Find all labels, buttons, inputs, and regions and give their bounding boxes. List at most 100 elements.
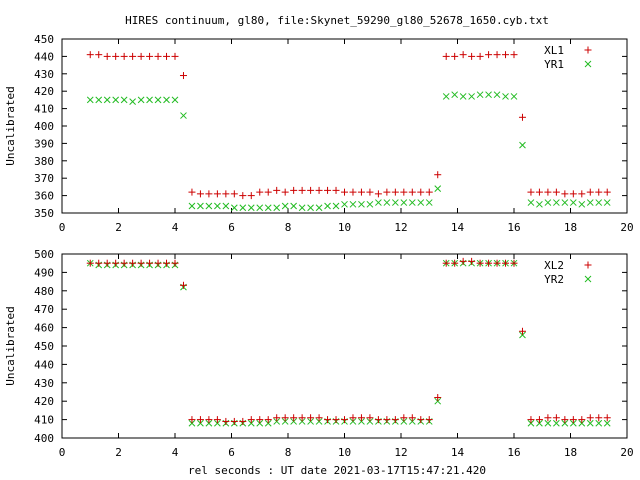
data-point: [324, 416, 332, 424]
y-tick-label: 400: [34, 432, 54, 445]
x-tick-label: 8: [285, 446, 292, 459]
data-point: [315, 186, 323, 194]
data-point: [493, 259, 501, 267]
data-point: [578, 419, 586, 427]
x-tick-label: 20: [620, 221, 633, 234]
data-point: [247, 192, 255, 200]
data-point: [230, 190, 238, 198]
data-point: [146, 96, 153, 104]
data-point: [584, 275, 592, 283]
data-point: [434, 185, 442, 192]
data-point: [281, 202, 289, 210]
data-point: [374, 416, 382, 424]
x-tick-label: 0: [59, 221, 66, 234]
y-axis-label: Uncalibrated: [4, 306, 17, 385]
data-point: [129, 98, 136, 105]
series-xl2: [86, 257, 611, 425]
data-point: [374, 190, 382, 198]
data-point: [307, 418, 314, 425]
data-point: [213, 416, 221, 424]
y-tick-label: 360: [34, 190, 54, 203]
x-tick-label: 10: [338, 221, 351, 234]
data-point: [129, 259, 137, 267]
data-point: [375, 199, 382, 206]
data-point: [561, 190, 569, 198]
data-point: [451, 52, 459, 60]
data-point: [527, 188, 535, 196]
data-point: [349, 200, 357, 208]
data-point: [163, 52, 171, 60]
data-point: [391, 416, 399, 424]
upper-panel: 350 360 370 380 390 400 410 420 430 440 450 0 2 4 6 8 10…: [4, 33, 634, 234]
data-point: [485, 51, 493, 59]
data-point: [595, 199, 603, 206]
data-point: [603, 419, 611, 427]
data-point: [595, 419, 603, 427]
data-point: [154, 96, 162, 104]
data-point: [502, 259, 510, 267]
data-point: [264, 188, 272, 196]
data-point: [171, 259, 179, 267]
data-point: [307, 414, 315, 422]
data-point: [519, 331, 526, 339]
data-point: [273, 418, 281, 425]
data-point: [527, 416, 535, 424]
data-point: [510, 51, 518, 59]
data-point: [163, 259, 171, 267]
y-tick-label: 370: [34, 172, 54, 185]
x-tick-label: 14: [451, 446, 465, 459]
y-tick-label: 500: [34, 248, 54, 261]
data-point: [451, 259, 459, 267]
data-point: [247, 204, 255, 212]
data-point: [510, 259, 518, 267]
data-point: [586, 188, 594, 196]
data-point: [584, 261, 592, 269]
data-point: [459, 93, 467, 100]
x-tick-label: 16: [507, 221, 520, 234]
data-point: [544, 188, 552, 196]
x-tick-label: 10: [338, 446, 351, 459]
data-point: [196, 190, 204, 198]
data-point: [476, 52, 484, 60]
data-point: [230, 204, 238, 212]
y-tick-label: 420: [34, 395, 54, 408]
data-point: [349, 188, 357, 196]
data-point: [95, 51, 103, 59]
x-axis-label: rel seconds : UT date 2021-03-17T15:47:2…: [188, 464, 486, 477]
data-point: [366, 200, 374, 208]
data-point: [179, 281, 187, 289]
data-point: [86, 51, 94, 59]
data-point: [584, 46, 592, 54]
data-point: [247, 419, 255, 427]
data-point: [468, 93, 475, 100]
data-point: [434, 397, 442, 405]
data-point: [476, 91, 484, 99]
data-point: [553, 199, 560, 206]
data-point: [146, 259, 154, 267]
data-point: [120, 52, 128, 60]
data-point: [510, 93, 518, 100]
x-tick-label: 0: [59, 446, 66, 459]
data-point: [451, 91, 459, 99]
data-point: [535, 416, 543, 424]
plot-frame: [61, 38, 628, 214]
data-point: [205, 190, 213, 198]
data-point: [290, 414, 298, 422]
x-tick-label: 12: [394, 221, 407, 234]
data-point: [536, 419, 543, 427]
data-point: [230, 417, 238, 425]
x-tick-label: 12: [394, 446, 407, 459]
data-point: [95, 259, 103, 267]
x-tick-label: 4: [172, 221, 179, 234]
x-tick-label: 20: [620, 446, 633, 459]
data-point: [273, 186, 281, 194]
data-point: [281, 188, 289, 196]
data-point: [163, 96, 170, 104]
series-xl1: [86, 51, 611, 200]
y-tick-label: 440: [34, 50, 54, 63]
y-axis-label: Uncalibrated: [4, 86, 17, 165]
data-point: [332, 186, 340, 194]
data-point: [408, 414, 416, 422]
